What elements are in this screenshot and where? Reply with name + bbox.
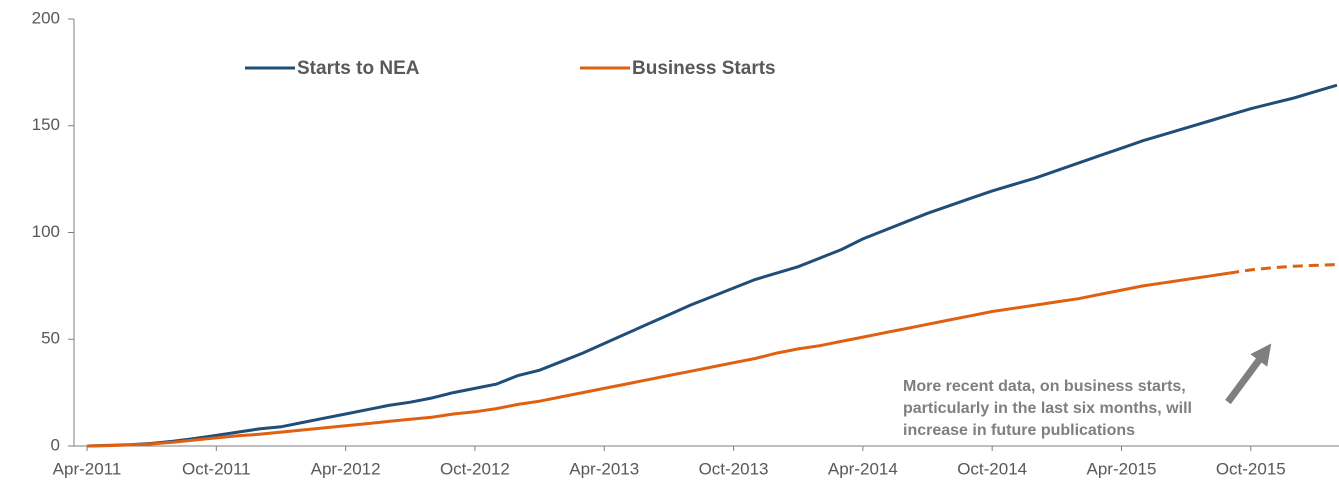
- legend-label: Business Starts: [632, 58, 776, 79]
- x-tick-label: Oct-2013: [699, 459, 769, 478]
- x-tick-label: Oct-2014: [957, 459, 1027, 478]
- y-tick-label: 50: [41, 329, 60, 348]
- x-tick-label: Oct-2015: [1216, 459, 1286, 478]
- series-line: [86, 83, 1338, 448]
- x-tick-label: Apr-2014: [828, 459, 898, 478]
- x-tick-label: Apr-2013: [569, 459, 639, 478]
- x-tick-label: Oct-2011: [182, 459, 251, 478]
- x-tick-label: Apr-2011: [53, 459, 122, 478]
- x-tick-label: Oct-2012: [440, 459, 510, 478]
- y-tick-label: 0: [51, 435, 60, 454]
- annotation: increase in future publications: [903, 422, 1135, 439]
- y-tick-label: 150: [32, 115, 60, 134]
- x-tick-label: Apr-2015: [1087, 459, 1157, 478]
- x-tick-label: Apr-2012: [311, 459, 381, 478]
- annotation-arrow: [1225, 343, 1272, 405]
- series-line: [1228, 263, 1338, 275]
- legend-label: Starts to NEA: [297, 58, 420, 79]
- series-line: [86, 271, 1230, 448]
- y-tick-label: 200: [32, 8, 60, 27]
- annotation: More recent data, on business starts,: [903, 378, 1186, 395]
- annotation: particularly in the last six months, wil…: [903, 400, 1192, 417]
- y-tick-label: 100: [32, 222, 60, 241]
